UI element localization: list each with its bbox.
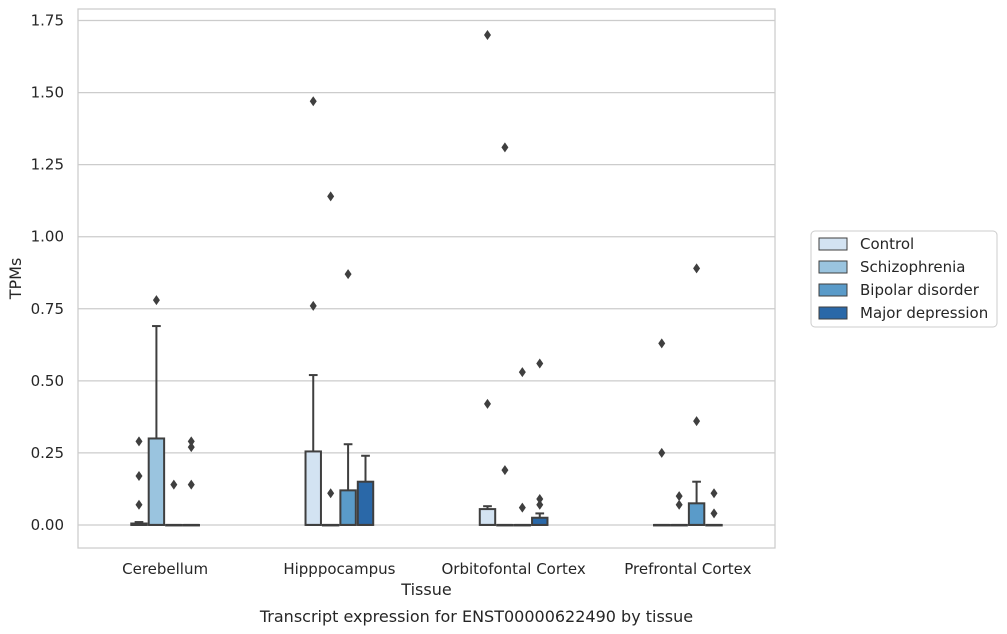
- x-tick-label: Orbitofontal Cortex: [442, 560, 586, 578]
- plot-area-frame: [77, 8, 776, 549]
- outlier-point: [135, 436, 143, 447]
- legend: Control Schizophrenia Bipolar disorder Majo…: [810, 230, 998, 328]
- box: [165, 479, 183, 527]
- outlier-point: [327, 488, 335, 499]
- outlier-point: [344, 269, 352, 280]
- box: [496, 142, 514, 527]
- outlier-point: [152, 295, 160, 306]
- y-axis-label: TPMs: [6, 258, 25, 301]
- box: [687, 263, 706, 526]
- outlier-point: [536, 358, 544, 369]
- box: [321, 191, 340, 527]
- outlier-point: [327, 191, 335, 202]
- outlier-point: [710, 488, 718, 499]
- legend-swatch: [818, 306, 848, 320]
- outlier-point: [135, 470, 143, 481]
- outlier-point: [536, 494, 544, 504]
- legend-label: Control: [860, 235, 914, 253]
- box-body: [147, 437, 166, 526]
- box: [304, 96, 322, 526]
- chart-caption: Transcript expression for ENST0000062249…: [259, 607, 693, 626]
- y-tick-label: 1.25: [31, 156, 64, 174]
- x-axis-ticks: Cerebellum Hipppocampus Orbitofontal Corte…: [122, 560, 751, 578]
- outlier-point: [309, 300, 317, 311]
- legend-label: Schizophrenia: [860, 258, 965, 276]
- box-body: [339, 489, 357, 526]
- outlier-point: [309, 96, 317, 107]
- box-body: [304, 450, 322, 526]
- legend-swatch: [818, 237, 848, 251]
- outlier-point: [187, 436, 195, 447]
- box-body: [531, 516, 549, 526]
- box: [705, 488, 723, 527]
- box: [478, 29, 497, 526]
- outlier-point: [187, 479, 195, 490]
- box: [653, 338, 671, 527]
- gridlines: [78, 19, 775, 526]
- y-tick-label: 1.75: [31, 12, 64, 30]
- box: [531, 358, 549, 526]
- outlier-point: [518, 502, 526, 513]
- outlier-point: [675, 499, 683, 510]
- outlier-point: [518, 367, 526, 378]
- legend-swatch: [818, 283, 848, 297]
- legend-swatch: [818, 260, 848, 274]
- x-tick-label: Prefrontal Cortex: [624, 560, 751, 578]
- box-series: [130, 29, 723, 527]
- outlier-point: [501, 142, 509, 153]
- box: [339, 269, 357, 526]
- outlier-point: [483, 29, 491, 40]
- x-tick-label: Hipppocampus: [283, 560, 395, 578]
- y-tick-label: 0.25: [31, 444, 64, 462]
- box-body: [356, 480, 375, 526]
- y-tick-label: 1.00: [31, 228, 64, 246]
- outlier-point: [501, 465, 509, 476]
- outlier-point: [693, 416, 701, 427]
- legend-label: Major depression: [860, 304, 988, 322]
- x-axis-label: Tissue: [400, 580, 451, 599]
- y-tick-label: 0.75: [31, 300, 64, 318]
- outlier-point: [675, 491, 683, 502]
- y-axis-ticks: 0.00 0.25 0.50 0.75 1.00 1.25 1.50 1.75: [31, 12, 64, 534]
- box: [130, 436, 148, 526]
- outlier-point: [483, 398, 491, 409]
- outlier-point: [693, 263, 701, 274]
- legend-frame: [810, 230, 998, 328]
- y-tick-label: 0.00: [31, 516, 64, 534]
- outlier-point: [170, 479, 178, 490]
- box: [513, 367, 532, 527]
- x-tick-label: Cerebellum: [122, 560, 208, 578]
- outlier-point: [135, 499, 143, 510]
- legend-label: Bipolar disorder: [860, 281, 980, 299]
- y-tick-label: 1.50: [31, 84, 64, 102]
- box-body: [478, 508, 497, 526]
- outlier-point: [710, 508, 718, 519]
- box: [147, 295, 166, 526]
- box: [670, 491, 688, 527]
- y-tick-label: 0.50: [31, 372, 64, 390]
- box: [182, 436, 200, 527]
- outlier-point: [658, 338, 666, 349]
- outlier-point: [658, 447, 666, 458]
- box-body: [687, 502, 706, 526]
- box: [356, 454, 375, 526]
- outlier-point: [536, 499, 544, 510]
- outlier-point: [187, 442, 195, 453]
